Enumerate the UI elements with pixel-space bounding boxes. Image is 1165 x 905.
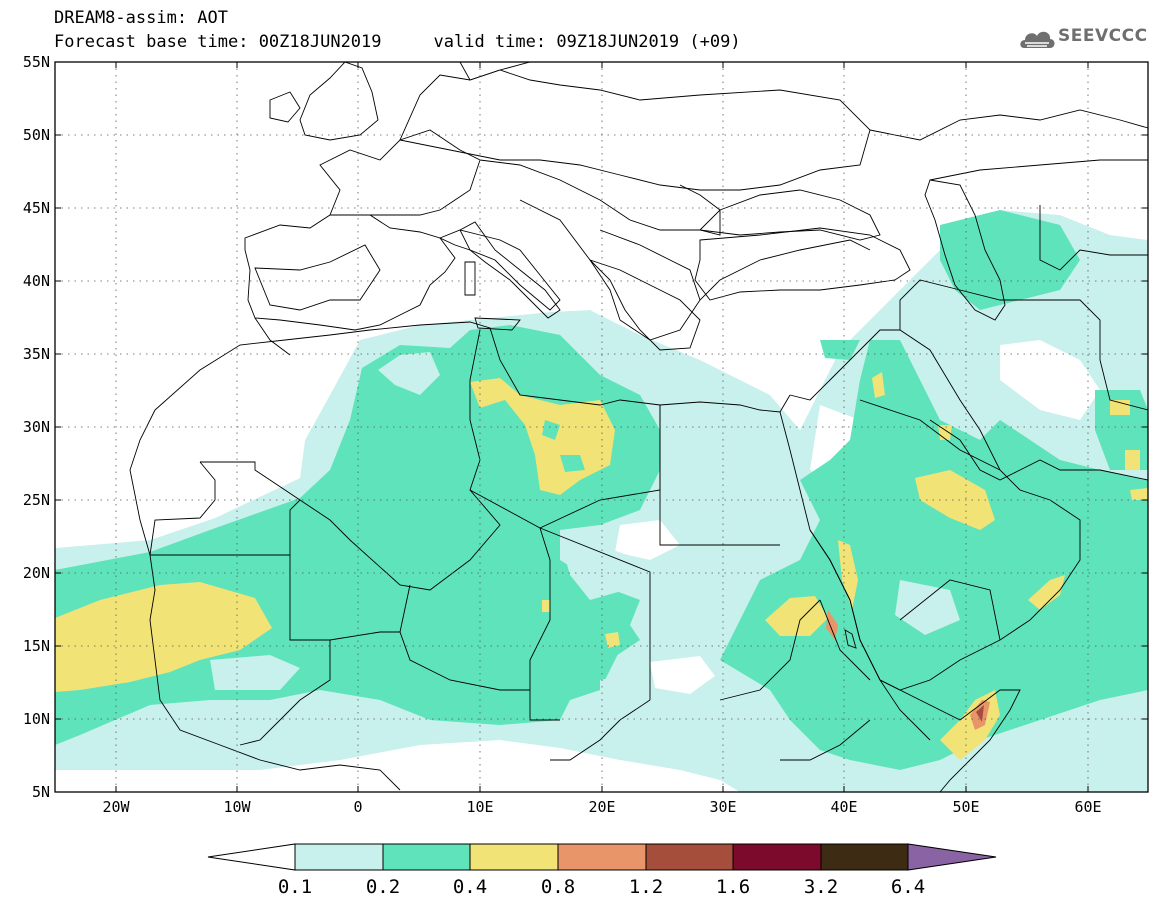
map-plot-area	[55, 62, 1148, 792]
colorbar-label: 0.2	[366, 876, 400, 898]
colorbar-swatch-0.4	[469, 843, 559, 871]
lon-label-20e: 20E	[588, 798, 615, 816]
colorbar-label: 0.8	[541, 876, 575, 898]
lat-label-5n: 5N	[32, 783, 50, 801]
aot-mid-gaps	[210, 352, 960, 720]
graticule	[55, 62, 1148, 792]
colorbar-swatch-1.6	[732, 843, 822, 871]
colorbar-high-arrow	[907, 843, 997, 871]
colorbar-labels: 0.1 0.2 0.4 0.8 1.2 1.6 3.2 6.4	[278, 876, 925, 898]
colorbar-swatch-1.2	[645, 843, 734, 871]
forecast-times: Forecast base time: 00Z18JUN2019 valid ti…	[54, 33, 741, 52]
seevccc-logo: SEEVCCC	[1018, 22, 1158, 56]
map-title: DREAM8-assim: AOT	[54, 8, 228, 28]
colorbar-swatch-3.2	[820, 843, 909, 871]
colorbar	[207, 843, 997, 871]
lat-label-15n: 15N	[23, 637, 50, 655]
lat-label-20n: 20N	[23, 564, 50, 582]
lon-label-10e: 10E	[466, 798, 493, 816]
colorbar-label: 6.4	[891, 876, 925, 898]
colorbar-low-arrow	[207, 843, 296, 871]
logo-text: SEEVCCC	[1058, 26, 1148, 46]
colorbar-label: 1.2	[629, 876, 663, 898]
colorbar-label: 0.1	[278, 876, 312, 898]
lon-label-10w: 10W	[223, 798, 251, 816]
lon-label-40e: 40E	[830, 798, 857, 816]
valid-time: valid time: 09Z18JUN2019 (+09)	[433, 32, 741, 52]
lat-label-10n: 10N	[23, 710, 50, 728]
lon-label-0: 0	[353, 798, 362, 816]
lat-label-40n: 40N	[23, 272, 50, 290]
lat-label-45n: 45N	[23, 199, 50, 217]
lat-label-50n: 50N	[23, 126, 50, 144]
lat-labels: 55N 50N 45N 40N 35N 30N 25N 20N 15N 10N …	[23, 53, 50, 801]
colorbar-swatch-0.2	[382, 843, 471, 871]
lat-label-25n: 25N	[23, 491, 50, 509]
lat-label-35n: 35N	[23, 345, 50, 363]
lon-label-60e: 60E	[1074, 798, 1101, 816]
lon-label-50e: 50E	[952, 798, 979, 816]
colorbar-label: 0.4	[453, 876, 487, 898]
aot-yellow-holes	[542, 420, 585, 472]
aot-level-0.8-fill	[826, 610, 990, 730]
colorbar-label: 1.6	[716, 876, 750, 898]
colorbar-swatch-0.1	[294, 843, 384, 871]
cloud-logo-icon	[1020, 31, 1055, 48]
lat-label-55n: 55N	[23, 53, 50, 71]
lon-label-30e: 30E	[709, 798, 736, 816]
lat-label-30n: 30N	[23, 418, 50, 436]
lon-labels: 20W 10W 0 10E 20E 30E 40E 50E 60E	[102, 798, 1101, 816]
colorbar-swatch-0.8	[557, 843, 647, 871]
coastlines-and-borders	[129, 62, 1148, 792]
colorbar-label: 3.2	[804, 876, 838, 898]
lon-label-20w: 20W	[102, 798, 130, 816]
base-time: Forecast base time: 00Z18JUN2019	[54, 32, 382, 52]
tick-marks	[55, 61, 1148, 792]
